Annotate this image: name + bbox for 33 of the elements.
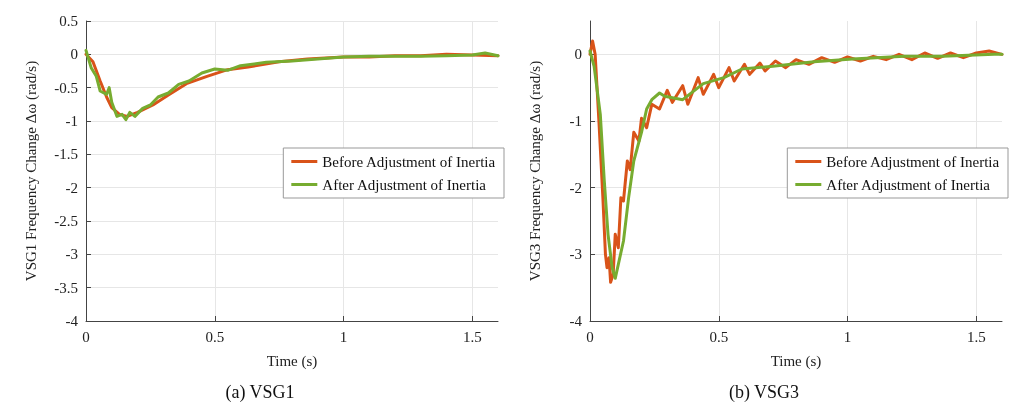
y-tick-label: 0: [70, 46, 78, 63]
y-axis-title: VSG1 Frequency Change Δω (rad/s): [22, 60, 40, 282]
text: (a) VSG1: [225, 382, 295, 403]
y-tick-label: 0: [574, 46, 582, 63]
y-tick-label: -2: [65, 179, 78, 196]
y-tick-label: -4: [569, 313, 583, 329]
x-tick-label: 0.5: [709, 328, 729, 345]
y-tick-label: -2: [569, 179, 582, 196]
y-tick-label: -3: [569, 246, 582, 263]
y-tick-label: -3.5: [54, 279, 78, 296]
y-tick-label: -1: [65, 113, 78, 129]
y-axis-title: VSG3 Frequency Change Δω (rad/s): [526, 60, 544, 282]
legend-label: Before Adjustment of Inertia: [826, 153, 1000, 170]
x-tick-label: 0: [82, 328, 90, 345]
legend-label: Before Adjustment of Inertia: [322, 153, 496, 170]
y-tick-label: -1: [569, 113, 582, 129]
y-tick-label: -3: [65, 246, 78, 263]
x-tick-label: 1.5: [462, 328, 482, 345]
x-tick-label: 1.5: [966, 328, 986, 345]
y-tick-label: -2.5: [54, 213, 78, 229]
text: (b) VSG3: [728, 382, 800, 403]
legend-label: After Adjustment of Inertia: [826, 176, 991, 193]
legend-label: After Adjustment of Inertia: [322, 176, 487, 193]
x-tick-label: 0.5: [205, 328, 225, 345]
x-tick-label: 1: [843, 328, 852, 345]
y-tick-label: 0.5: [59, 13, 78, 29]
y-tick-label: -4: [65, 313, 79, 329]
x-tick-label: 0: [586, 328, 594, 345]
x-axis-title: Time (s): [770, 352, 822, 370]
x-axis-title: Time (s): [266, 352, 318, 370]
y-tick-label: -1.5: [54, 146, 78, 163]
y-tick-label: -0.5: [54, 79, 78, 96]
x-tick-label: 1: [339, 328, 348, 345]
